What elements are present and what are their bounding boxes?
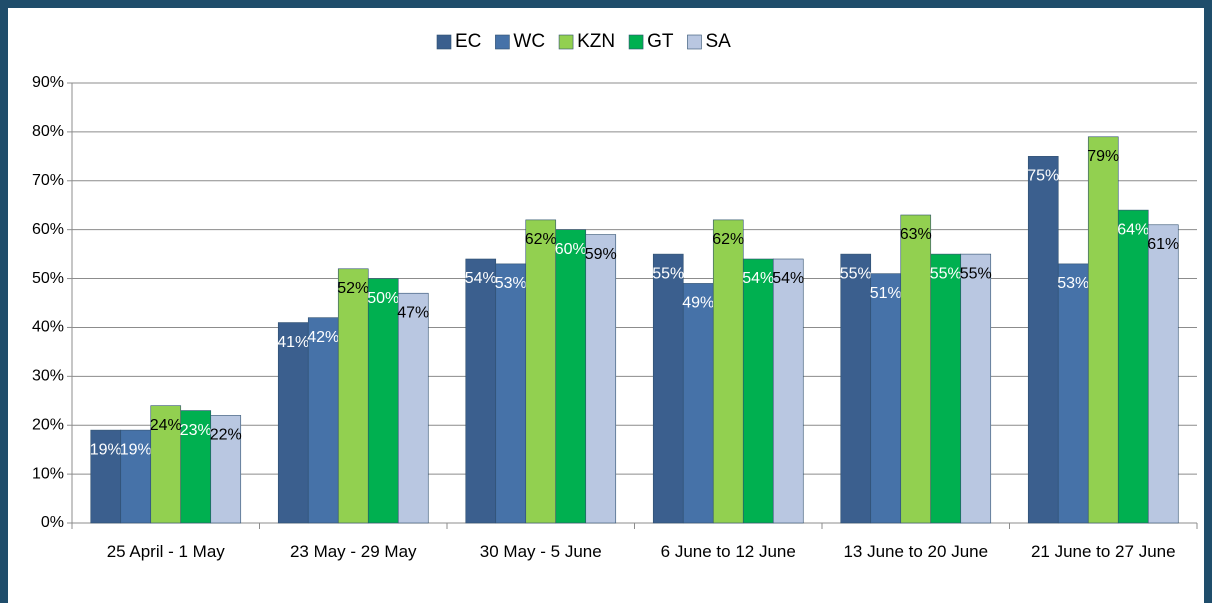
bar (337, 268, 369, 524)
data-label: 52% (337, 280, 369, 297)
bar (840, 253, 872, 524)
data-label: 53% (1057, 275, 1089, 292)
bar (652, 253, 684, 524)
data-label: 19% (120, 441, 152, 458)
bar (870, 273, 902, 524)
data-label: 60% (555, 241, 587, 258)
bar (1057, 263, 1089, 524)
data-label: 55% (930, 265, 962, 282)
data-label: 59% (585, 246, 617, 263)
bar (682, 283, 714, 524)
data-label: 49% (682, 295, 714, 312)
x-tick-label: 21 June to 27 June (1030, 542, 1176, 561)
x-tick-label: 13 June to 20 June (843, 542, 989, 561)
y-tick-label: 80% (32, 123, 64, 140)
bar (307, 317, 339, 524)
y-tick-label: 30% (32, 368, 64, 385)
data-label: 53% (495, 275, 527, 292)
data-label: 54% (742, 270, 774, 287)
x-tick-label: 6 June to 12 June (660, 542, 796, 561)
y-tick-label: 60% (32, 221, 64, 238)
legend-label: WC (513, 31, 545, 52)
data-label: 19% (90, 441, 122, 458)
data-label: 55% (840, 265, 872, 282)
y-tick-label: 20% (32, 416, 64, 433)
bar (495, 263, 527, 524)
data-label: 64% (1117, 221, 1149, 238)
bar (585, 234, 617, 524)
legend-label: SA (705, 31, 731, 52)
legend-swatch (687, 34, 702, 50)
data-label: 24% (150, 417, 182, 434)
bar (1117, 209, 1149, 524)
data-label: 55% (960, 265, 992, 282)
data-label: 75% (1027, 168, 1059, 185)
bar (1087, 136, 1119, 524)
legend-swatch (495, 34, 510, 50)
data-label: 47% (397, 304, 429, 321)
legend-label: GT (647, 31, 674, 52)
bar (367, 278, 399, 524)
data-label: 61% (1147, 236, 1179, 253)
y-tick-label: 70% (32, 172, 64, 189)
data-label: 22% (210, 427, 242, 444)
bar (210, 415, 242, 524)
data-label: 55% (652, 265, 684, 282)
bar (465, 258, 497, 524)
legend-swatch (436, 34, 452, 50)
bar (397, 292, 429, 524)
data-label: 51% (870, 285, 902, 302)
bar (1147, 224, 1179, 524)
y-tick-label: 90% (32, 74, 64, 91)
data-label: 41% (277, 334, 309, 351)
x-tick-label: 25 April - 1 May (106, 542, 225, 561)
y-tick-label: 50% (32, 270, 64, 287)
y-tick-label: 40% (32, 319, 64, 336)
legend-swatch (558, 34, 574, 50)
data-label: 79% (1087, 148, 1119, 165)
data-label: 54% (772, 270, 804, 287)
legend-label: EC (455, 31, 481, 52)
y-tick-label: 10% (32, 465, 64, 482)
legend-swatch (628, 34, 644, 50)
data-label: 54% (465, 270, 497, 287)
bar (772, 258, 804, 524)
bar (555, 229, 587, 524)
legend-label: KZN (577, 31, 615, 52)
x-tick-label: 23 May - 29 May (289, 542, 417, 561)
data-label: 42% (307, 329, 339, 346)
data-label: 62% (525, 231, 557, 248)
data-label: 63% (900, 226, 932, 243)
bar (742, 258, 774, 524)
bar (180, 410, 212, 524)
bar (930, 253, 962, 524)
x-tick-label: 30 May - 5 June (479, 542, 602, 561)
bar (150, 405, 182, 524)
bar (1027, 156, 1059, 524)
data-label: 62% (712, 231, 744, 248)
data-label: 23% (180, 422, 212, 439)
bar (525, 219, 557, 524)
data-label: 50% (367, 290, 399, 307)
bar (712, 219, 744, 524)
bar (277, 322, 309, 524)
bar (900, 214, 932, 524)
bar (960, 253, 992, 524)
y-tick-label: 0% (41, 514, 64, 531)
